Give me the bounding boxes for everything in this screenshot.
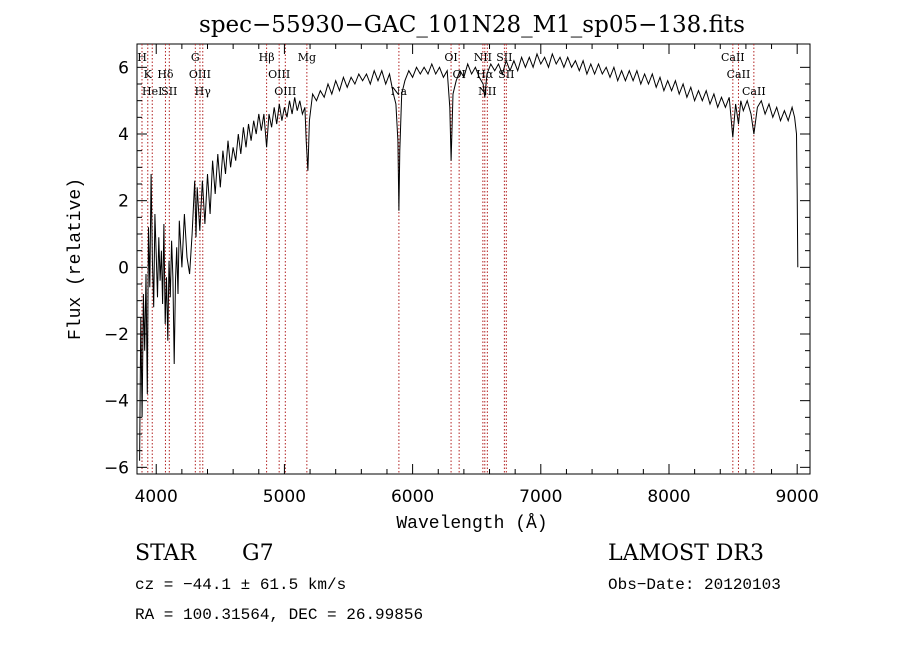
line-marker-label: G (191, 51, 200, 64)
line-marker-label: OI (452, 68, 465, 81)
line-marker-label: OIII (274, 85, 296, 98)
x-axis-ticks: 4000 5000 6000 7000 8000 9000 (135, 44, 819, 507)
line-marker-label: SII (161, 85, 177, 98)
x-tick-label: 4000 (135, 487, 178, 507)
line-marker-label: SII (498, 68, 514, 81)
object-class: STAR (135, 541, 197, 566)
velocity: cz = −44.1 ± 61.5 km/s (135, 576, 346, 594)
obs-date: Obs−Date: 20120103 (608, 576, 781, 594)
x-tick-label: 6000 (391, 487, 434, 507)
line-marker-label: OI (444, 51, 457, 64)
line-marker-label: K (144, 68, 153, 81)
y-tick-label: 6 (118, 58, 129, 78)
line-marker-label: SII (496, 51, 512, 64)
line-marker-label: CaII (721, 51, 745, 64)
line-markers (141, 44, 755, 474)
line-marker-labels: HKHeIHδSIIGOIIIHγHβOIIIOIIIMgNaOIOINIIHα… (137, 51, 765, 98)
line-marker-label: Mg (298, 51, 316, 64)
line-marker-label: Hγ (195, 85, 212, 98)
x-tick-label: 9000 (776, 487, 819, 507)
line-marker-label: OIII (268, 68, 290, 81)
y-tick-label: 4 (118, 125, 129, 145)
line-marker-label: Hβ (259, 51, 275, 64)
y-tick-label: 2 (118, 192, 129, 212)
line-marker-label: Hδ (157, 68, 174, 81)
y-axis-label: Flux (relative) (66, 178, 86, 340)
plot-frame (136, 43, 811, 475)
line-marker-label: HeI (142, 85, 162, 98)
x-tick-label: 8000 (647, 487, 690, 507)
y-tick-label: 0 (118, 258, 129, 278)
line-marker-label: CaII (742, 85, 766, 98)
y-axis-ticks: −6 −4 −2 0 2 4 6 (104, 58, 810, 478)
chart-title: spec−55930−GAC_101N28_M1_sp05−138.fits (199, 12, 745, 38)
survey-name: LAMOST DR3 (608, 541, 764, 566)
line-marker-label: NII (474, 51, 492, 64)
x-axis-label: Wavelength (Å) (396, 513, 547, 534)
y-tick-label: −4 (104, 392, 129, 412)
line-marker-label: CaII (727, 68, 751, 81)
line-marker-label: Hα (476, 68, 494, 81)
line-marker-label: H (137, 51, 147, 64)
y-tick-label: −6 (104, 458, 129, 478)
spectrum-line (139, 52, 799, 461)
subclass: G7 (242, 541, 274, 566)
x-tick-label: 5000 (263, 487, 306, 507)
line-marker-label: NII (478, 85, 496, 98)
line-marker-label: OIII (189, 68, 211, 81)
y-tick-label: −2 (104, 325, 129, 345)
coordinates: RA = 100.31564, DEC = 26.99856 (135, 606, 423, 624)
x-tick-label: 7000 (519, 487, 562, 507)
